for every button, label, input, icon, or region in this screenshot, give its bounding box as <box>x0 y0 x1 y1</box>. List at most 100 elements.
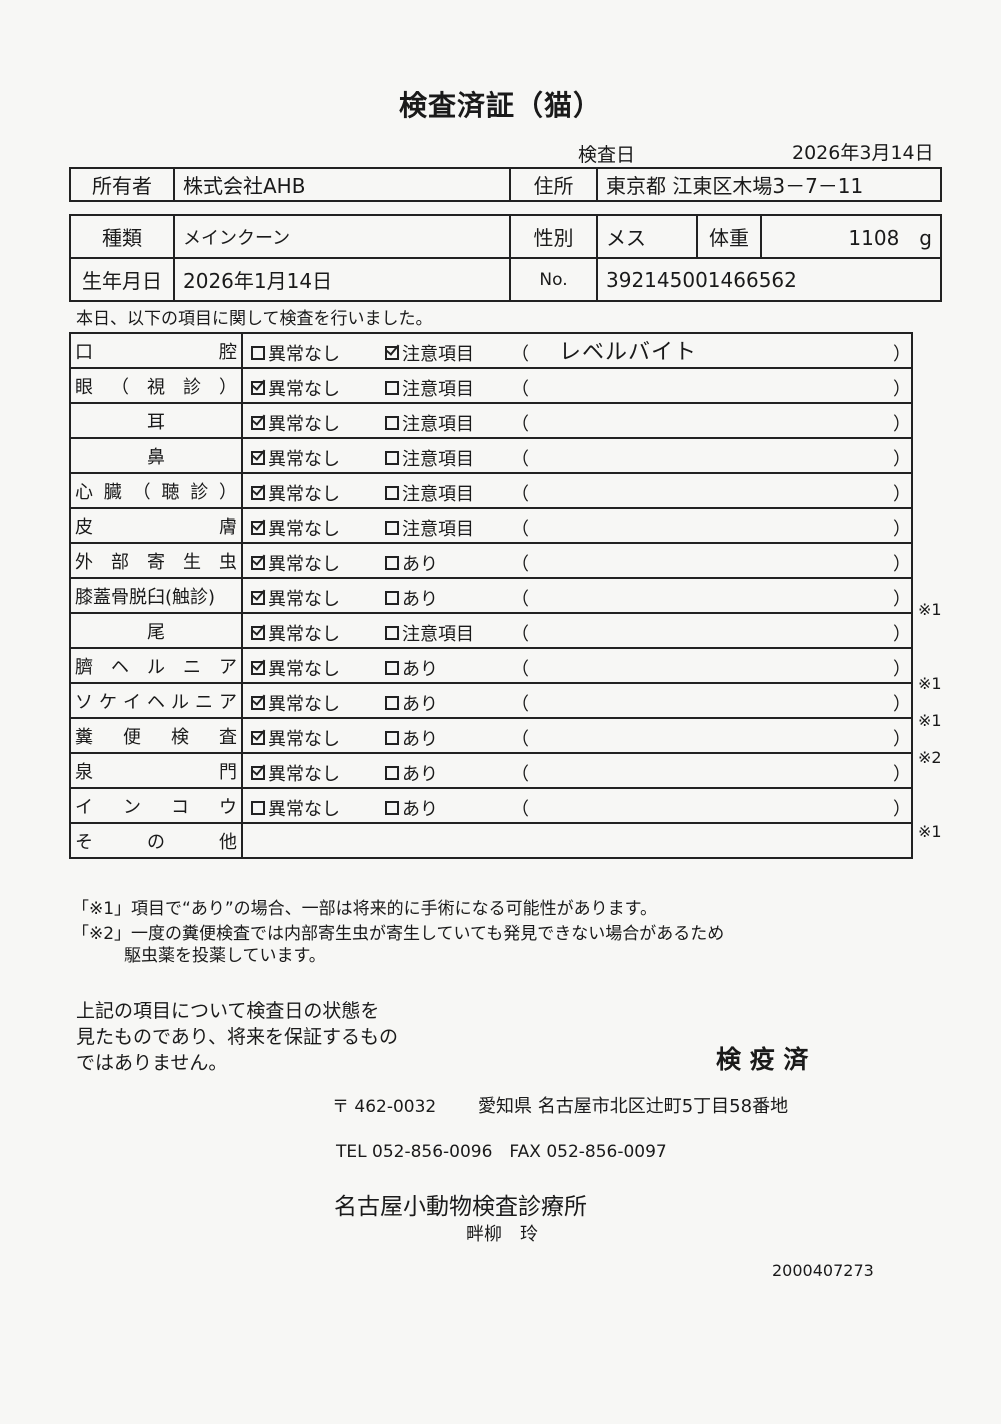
exam-item-char: イ <box>75 796 93 818</box>
checkbox-attention[interactable]: 注意項目 <box>385 375 474 401</box>
remark-open-paren: （ <box>511 449 529 470</box>
exam-row-other: その他 <box>69 822 913 859</box>
checkbox-normal[interactable]: 異常なし <box>251 725 340 751</box>
checkbox-icon[interactable] <box>385 696 399 710</box>
exam-item-char: 査 <box>219 726 237 748</box>
checkbox-icon[interactable] <box>385 591 399 605</box>
checkbox-icon[interactable] <box>251 451 265 465</box>
checkbox-icon[interactable] <box>385 731 399 745</box>
postal-code: 〒 462-0032 <box>332 1097 437 1117</box>
exam-row: 糞 便 検 査 異常なし あり （ ） <box>69 717 913 754</box>
checkbox-normal[interactable]: 異常なし <box>251 445 340 471</box>
other-remark-cell[interactable] <box>241 822 913 859</box>
checkbox-attention[interactable]: あり <box>385 585 438 611</box>
checkbox-icon[interactable] <box>385 381 399 395</box>
checkbox-icon[interactable] <box>251 591 265 605</box>
checkbox-attention[interactable]: あり <box>385 725 438 751</box>
checkbox-normal[interactable]: 異常なし <box>251 655 340 681</box>
exam-result-cell: 異常なし あり （ ） <box>241 787 913 824</box>
checkbox-normal[interactable]: 異常なし <box>251 690 340 716</box>
exam-item-name: 耳 <box>69 402 243 439</box>
checkbox-normal[interactable]: 異常なし <box>251 480 340 506</box>
exam-item-char: ） <box>219 376 237 398</box>
weight-label: 体重 <box>696 214 762 259</box>
checkbox-icon[interactable] <box>251 556 265 570</box>
exam-row: 泉門異常なし あり（） <box>69 752 913 789</box>
checkbox-attention[interactable]: 注意項目 <box>385 340 474 366</box>
checkbox-icon[interactable] <box>251 416 265 430</box>
checkbox-icon[interactable] <box>385 346 399 360</box>
exam-item-char: 膚 <box>219 516 237 538</box>
exam-row: イ ン コ ウ 異常なし あり （ ） <box>69 787 913 824</box>
checkbox-icon[interactable] <box>385 486 399 500</box>
address-value: 東京都 江東区木場3－7－11 <box>596 167 942 202</box>
exam-item-char: （ <box>132 481 151 503</box>
document-title: 検査済証（猫） <box>398 89 602 122</box>
checkbox-attention[interactable]: 注意項目 <box>385 620 474 646</box>
checkbox-icon[interactable] <box>251 346 265 360</box>
remark-open-paren: （ <box>511 624 529 645</box>
footnote-marker: ※2 <box>918 748 942 767</box>
checkbox-attention[interactable]: 注意項目 <box>385 410 474 436</box>
checkbox-normal[interactable]: 異常なし <box>251 340 340 366</box>
checkbox-icon[interactable] <box>251 766 265 780</box>
checkbox-normal[interactable]: 異常なし <box>251 515 340 541</box>
checkbox-icon[interactable] <box>385 556 399 570</box>
checkbox-normal[interactable]: 異常なし <box>251 410 340 436</box>
exam-item-char: 視 <box>147 376 165 398</box>
checkbox-icon[interactable] <box>251 626 265 640</box>
exam-item-char: （ <box>111 376 129 398</box>
exam-item-char: 眼 <box>75 376 93 398</box>
checkbox-attention[interactable]: あり <box>385 795 438 821</box>
remark-open-paren: （ <box>511 659 529 680</box>
exam-result-cell: 異常なし 注意項目 （ ） <box>241 437 913 474</box>
birth-value: 2026年1月14日 <box>173 257 511 302</box>
checkbox-icon[interactable] <box>251 486 265 500</box>
remark-close-paren: ） <box>893 624 911 645</box>
checkbox-normal[interactable]: 異常なし <box>251 550 340 576</box>
checkbox-icon[interactable] <box>385 521 399 535</box>
exam-item-char: 門 <box>219 761 237 783</box>
checkbox-attention[interactable]: 注意項目 <box>385 515 474 541</box>
checkbox-icon[interactable] <box>385 451 399 465</box>
checkbox-normal[interactable]: 異常なし <box>251 760 340 786</box>
clinic-tel-fax: TEL 052-856-0096 FAX 052-856-0097 <box>336 1142 667 1162</box>
checkbox-normal[interactable]: 異常なし <box>251 620 340 646</box>
checkbox-label: 異常なし <box>268 694 340 715</box>
checkbox-icon[interactable] <box>251 801 265 815</box>
checkbox-attention[interactable]: あり <box>385 655 438 681</box>
remark-open-paren: （ <box>511 799 529 820</box>
checkbox-icon[interactable] <box>251 696 265 710</box>
checkbox-icon[interactable] <box>385 416 399 430</box>
exam-item-char: コ <box>171 796 189 818</box>
checkbox-attention[interactable]: あり <box>385 690 438 716</box>
footnote-2: 「※2」一度の糞便検査では内部寄生虫が寄生していても発見できない場合があるため <box>72 924 725 944</box>
checkbox-icon[interactable] <box>385 801 399 815</box>
checkbox-label: 異常なし <box>268 379 340 400</box>
checkbox-label: 異常なし <box>268 624 340 645</box>
checkbox-icon[interactable] <box>385 626 399 640</box>
checkbox-normal[interactable]: 異常なし <box>251 795 340 821</box>
checkbox-label: あり <box>402 799 438 820</box>
checkbox-icon[interactable] <box>385 766 399 780</box>
checkbox-label: 注意項目 <box>402 484 474 505</box>
checkbox-label: 異常なし <box>268 729 340 750</box>
exam-item-name: ソケイヘルニア <box>69 682 243 719</box>
checkbox-label: 異常なし <box>268 344 340 365</box>
checkbox-icon[interactable] <box>251 661 265 675</box>
checkbox-icon[interactable] <box>251 381 265 395</box>
checkbox-attention[interactable]: あり <box>385 760 438 786</box>
exam-item-name: 膝蓋骨脱臼(触診) <box>69 577 243 614</box>
checkbox-normal[interactable]: 異常なし <box>251 375 340 401</box>
checkbox-icon[interactable] <box>251 731 265 745</box>
remark-open-paren: （ <box>511 379 529 400</box>
sex-value: メス <box>596 214 698 259</box>
checkbox-normal[interactable]: 異常なし <box>251 585 340 611</box>
checkbox-icon[interactable] <box>251 521 265 535</box>
checkbox-icon[interactable] <box>385 661 399 675</box>
exam-item-name: 臍ヘルニア <box>69 647 243 684</box>
checkbox-attention[interactable]: 注意項目 <box>385 445 474 471</box>
checkbox-attention[interactable]: あり <box>385 550 438 576</box>
exam-item-char: 膝蓋骨脱臼(触診) <box>75 586 216 608</box>
checkbox-attention[interactable]: 注意項目 <box>385 480 474 506</box>
